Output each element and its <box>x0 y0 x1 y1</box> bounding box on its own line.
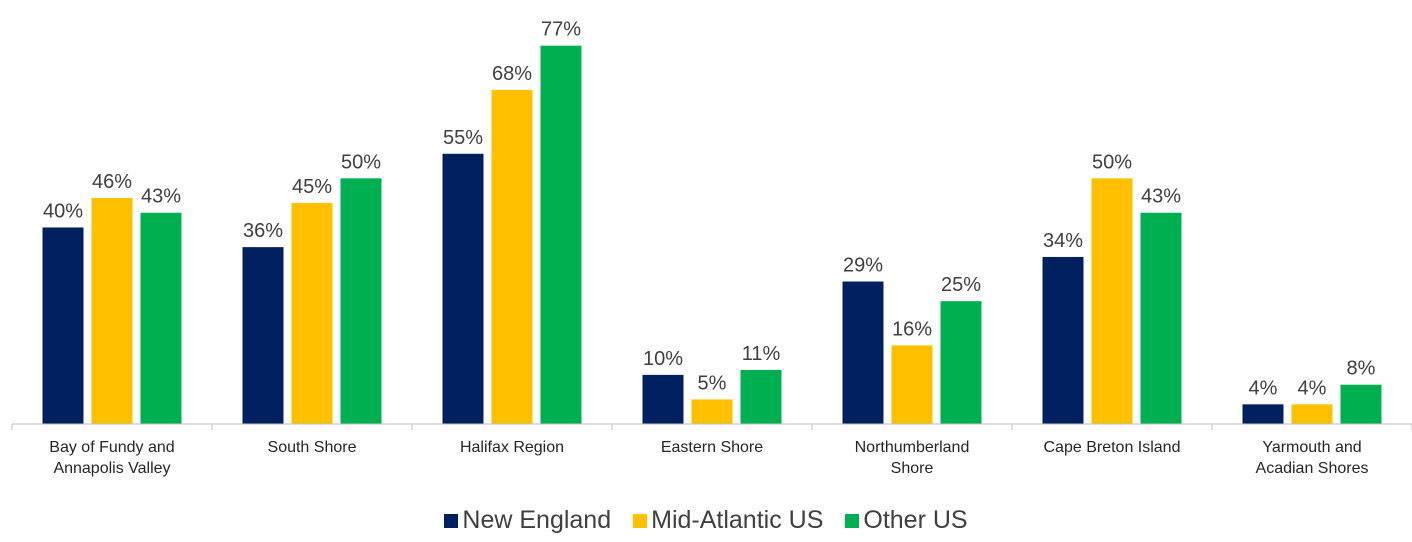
bar <box>1291 404 1333 424</box>
data-label: 50% <box>1092 151 1132 173</box>
data-label: 29% <box>843 255 883 277</box>
data-label: 11% <box>742 343 781 365</box>
bar <box>91 197 133 424</box>
legend-swatch <box>633 513 648 528</box>
legend-swatch <box>444 513 459 528</box>
bar <box>42 227 84 424</box>
legend-label: Other US <box>863 506 968 534</box>
legend-item: Other US <box>845 506 968 535</box>
legend-swatch <box>845 513 860 528</box>
x-tick-label: Cape Breton Island <box>1043 439 1181 456</box>
data-label: 46% <box>92 171 132 193</box>
bar <box>842 281 884 424</box>
data-label: 4% <box>1249 377 1278 399</box>
x-tick-label: Eastern Shore <box>660 439 764 456</box>
bar <box>691 399 733 424</box>
data-label: 8% <box>1347 358 1376 380</box>
x-tick-label: Yarmouth and Acadian Shores <box>1255 439 1369 477</box>
bar <box>442 153 484 424</box>
data-label: 25% <box>941 274 981 296</box>
bar <box>140 212 182 424</box>
bar <box>891 345 933 424</box>
bar <box>1042 256 1084 424</box>
bar <box>340 178 382 424</box>
data-label: 4% <box>1298 377 1327 399</box>
bar <box>491 89 533 425</box>
bar <box>242 247 284 424</box>
data-label: 16% <box>892 318 932 340</box>
data-label: 43% <box>141 186 181 208</box>
bar <box>1242 404 1284 424</box>
x-tick-label: Northumberland Shore <box>854 439 970 477</box>
x-tick-label: South Shore <box>267 439 357 456</box>
legend-item: Mid-Atlantic US <box>633 506 823 535</box>
bar <box>1140 212 1182 424</box>
data-label: 36% <box>243 220 283 242</box>
x-tick-label: Bay of Fundy and Annapolis Valley <box>49 439 175 477</box>
data-label: 77% <box>541 19 581 41</box>
bar <box>1340 384 1382 424</box>
bar <box>540 45 582 424</box>
data-label: 50% <box>341 151 381 173</box>
data-label: 34% <box>1043 230 1083 252</box>
bar <box>1091 178 1133 424</box>
data-label: 10% <box>643 348 683 370</box>
data-label: 55% <box>443 127 483 149</box>
data-label: 68% <box>492 63 532 85</box>
data-label: 45% <box>292 176 332 198</box>
data-label: 40% <box>43 200 83 222</box>
bar <box>291 202 333 424</box>
x-tick-label: Halifax Region <box>459 439 565 456</box>
data-label: 43% <box>1141 186 1181 208</box>
bar <box>642 374 684 424</box>
legend-label: New England <box>462 506 612 534</box>
bar <box>740 369 782 424</box>
legend-item: New England <box>444 506 611 535</box>
legend: New England Mid-Atlantic US Other US <box>0 506 1412 535</box>
legend-label: Mid-Atlantic US <box>651 506 824 534</box>
data-label: 5% <box>698 372 727 394</box>
bar <box>940 301 982 424</box>
